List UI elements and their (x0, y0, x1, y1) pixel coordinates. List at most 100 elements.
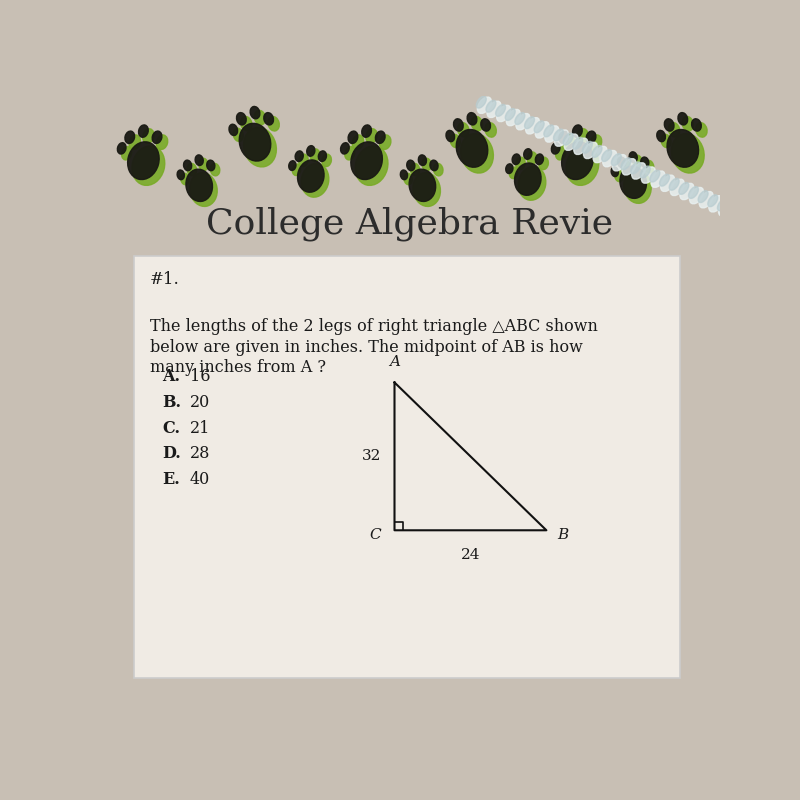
Ellipse shape (418, 155, 426, 166)
Ellipse shape (476, 96, 486, 108)
Text: 28: 28 (190, 446, 210, 462)
Ellipse shape (554, 129, 563, 141)
Ellipse shape (651, 171, 665, 187)
Ellipse shape (345, 146, 355, 160)
Ellipse shape (708, 194, 718, 206)
Ellipse shape (210, 163, 220, 176)
Ellipse shape (644, 160, 654, 173)
Ellipse shape (526, 118, 540, 134)
Ellipse shape (633, 155, 642, 167)
Ellipse shape (582, 142, 592, 154)
Ellipse shape (738, 208, 752, 224)
Ellipse shape (629, 152, 638, 162)
Text: 20: 20 (190, 394, 210, 410)
Ellipse shape (142, 129, 154, 143)
Ellipse shape (177, 170, 184, 180)
Ellipse shape (434, 163, 443, 176)
Ellipse shape (301, 163, 329, 197)
Ellipse shape (292, 164, 301, 175)
Ellipse shape (661, 134, 671, 148)
FancyBboxPatch shape (134, 256, 680, 678)
Ellipse shape (138, 125, 148, 138)
Ellipse shape (318, 151, 326, 162)
Ellipse shape (525, 117, 534, 129)
Ellipse shape (156, 135, 168, 150)
Text: E.: E. (162, 471, 180, 488)
Ellipse shape (461, 134, 494, 173)
Ellipse shape (728, 204, 742, 220)
Ellipse shape (497, 106, 510, 122)
Ellipse shape (122, 146, 132, 160)
Ellipse shape (458, 122, 469, 137)
Ellipse shape (632, 162, 646, 179)
Ellipse shape (239, 123, 270, 161)
Ellipse shape (668, 122, 680, 137)
Ellipse shape (718, 200, 733, 216)
Text: A.: A. (162, 368, 180, 385)
Text: 32: 32 (362, 450, 381, 463)
Ellipse shape (699, 191, 714, 208)
Ellipse shape (642, 167, 655, 183)
Ellipse shape (450, 134, 460, 148)
Ellipse shape (298, 160, 324, 192)
Ellipse shape (622, 158, 636, 175)
Ellipse shape (467, 113, 477, 125)
Ellipse shape (534, 121, 544, 133)
Ellipse shape (351, 142, 382, 179)
Text: C.: C. (162, 419, 180, 437)
Ellipse shape (206, 160, 215, 170)
Ellipse shape (602, 150, 617, 167)
Ellipse shape (506, 164, 513, 174)
Ellipse shape (289, 161, 296, 170)
Ellipse shape (132, 146, 165, 186)
Ellipse shape (310, 149, 320, 162)
Ellipse shape (241, 117, 252, 131)
Ellipse shape (583, 142, 598, 158)
Ellipse shape (611, 154, 622, 166)
Text: 16: 16 (190, 368, 210, 385)
Ellipse shape (592, 146, 602, 158)
Ellipse shape (406, 160, 415, 170)
Ellipse shape (527, 152, 537, 165)
Ellipse shape (661, 175, 674, 191)
Ellipse shape (678, 113, 688, 125)
Ellipse shape (602, 150, 612, 162)
Ellipse shape (400, 170, 407, 180)
Ellipse shape (298, 154, 308, 166)
Ellipse shape (375, 131, 385, 143)
Ellipse shape (559, 131, 569, 143)
Ellipse shape (496, 105, 506, 116)
Ellipse shape (422, 158, 431, 170)
Ellipse shape (362, 125, 371, 138)
Text: B.: B. (162, 394, 181, 410)
Ellipse shape (535, 154, 543, 165)
Ellipse shape (670, 179, 684, 195)
Ellipse shape (186, 169, 213, 202)
Ellipse shape (456, 130, 488, 167)
Text: many inches from A ?: many inches from A ? (150, 359, 326, 376)
Ellipse shape (623, 170, 651, 203)
Ellipse shape (641, 157, 649, 168)
Text: College Algebra Revie: College Algebra Revie (206, 206, 614, 241)
Ellipse shape (430, 160, 438, 170)
Ellipse shape (404, 174, 413, 185)
Ellipse shape (696, 122, 707, 137)
Ellipse shape (322, 154, 331, 166)
Ellipse shape (409, 169, 436, 202)
Ellipse shape (691, 118, 702, 131)
Ellipse shape (535, 122, 550, 138)
Ellipse shape (524, 149, 532, 159)
Ellipse shape (618, 157, 626, 168)
Ellipse shape (544, 125, 554, 137)
Ellipse shape (682, 117, 694, 131)
Ellipse shape (413, 173, 441, 206)
Ellipse shape (254, 110, 266, 125)
Ellipse shape (670, 178, 679, 190)
Ellipse shape (555, 146, 566, 160)
Ellipse shape (518, 166, 546, 200)
Ellipse shape (545, 126, 559, 142)
Ellipse shape (574, 138, 588, 154)
Ellipse shape (243, 127, 276, 167)
Ellipse shape (614, 170, 623, 182)
Text: C: C (370, 528, 381, 542)
